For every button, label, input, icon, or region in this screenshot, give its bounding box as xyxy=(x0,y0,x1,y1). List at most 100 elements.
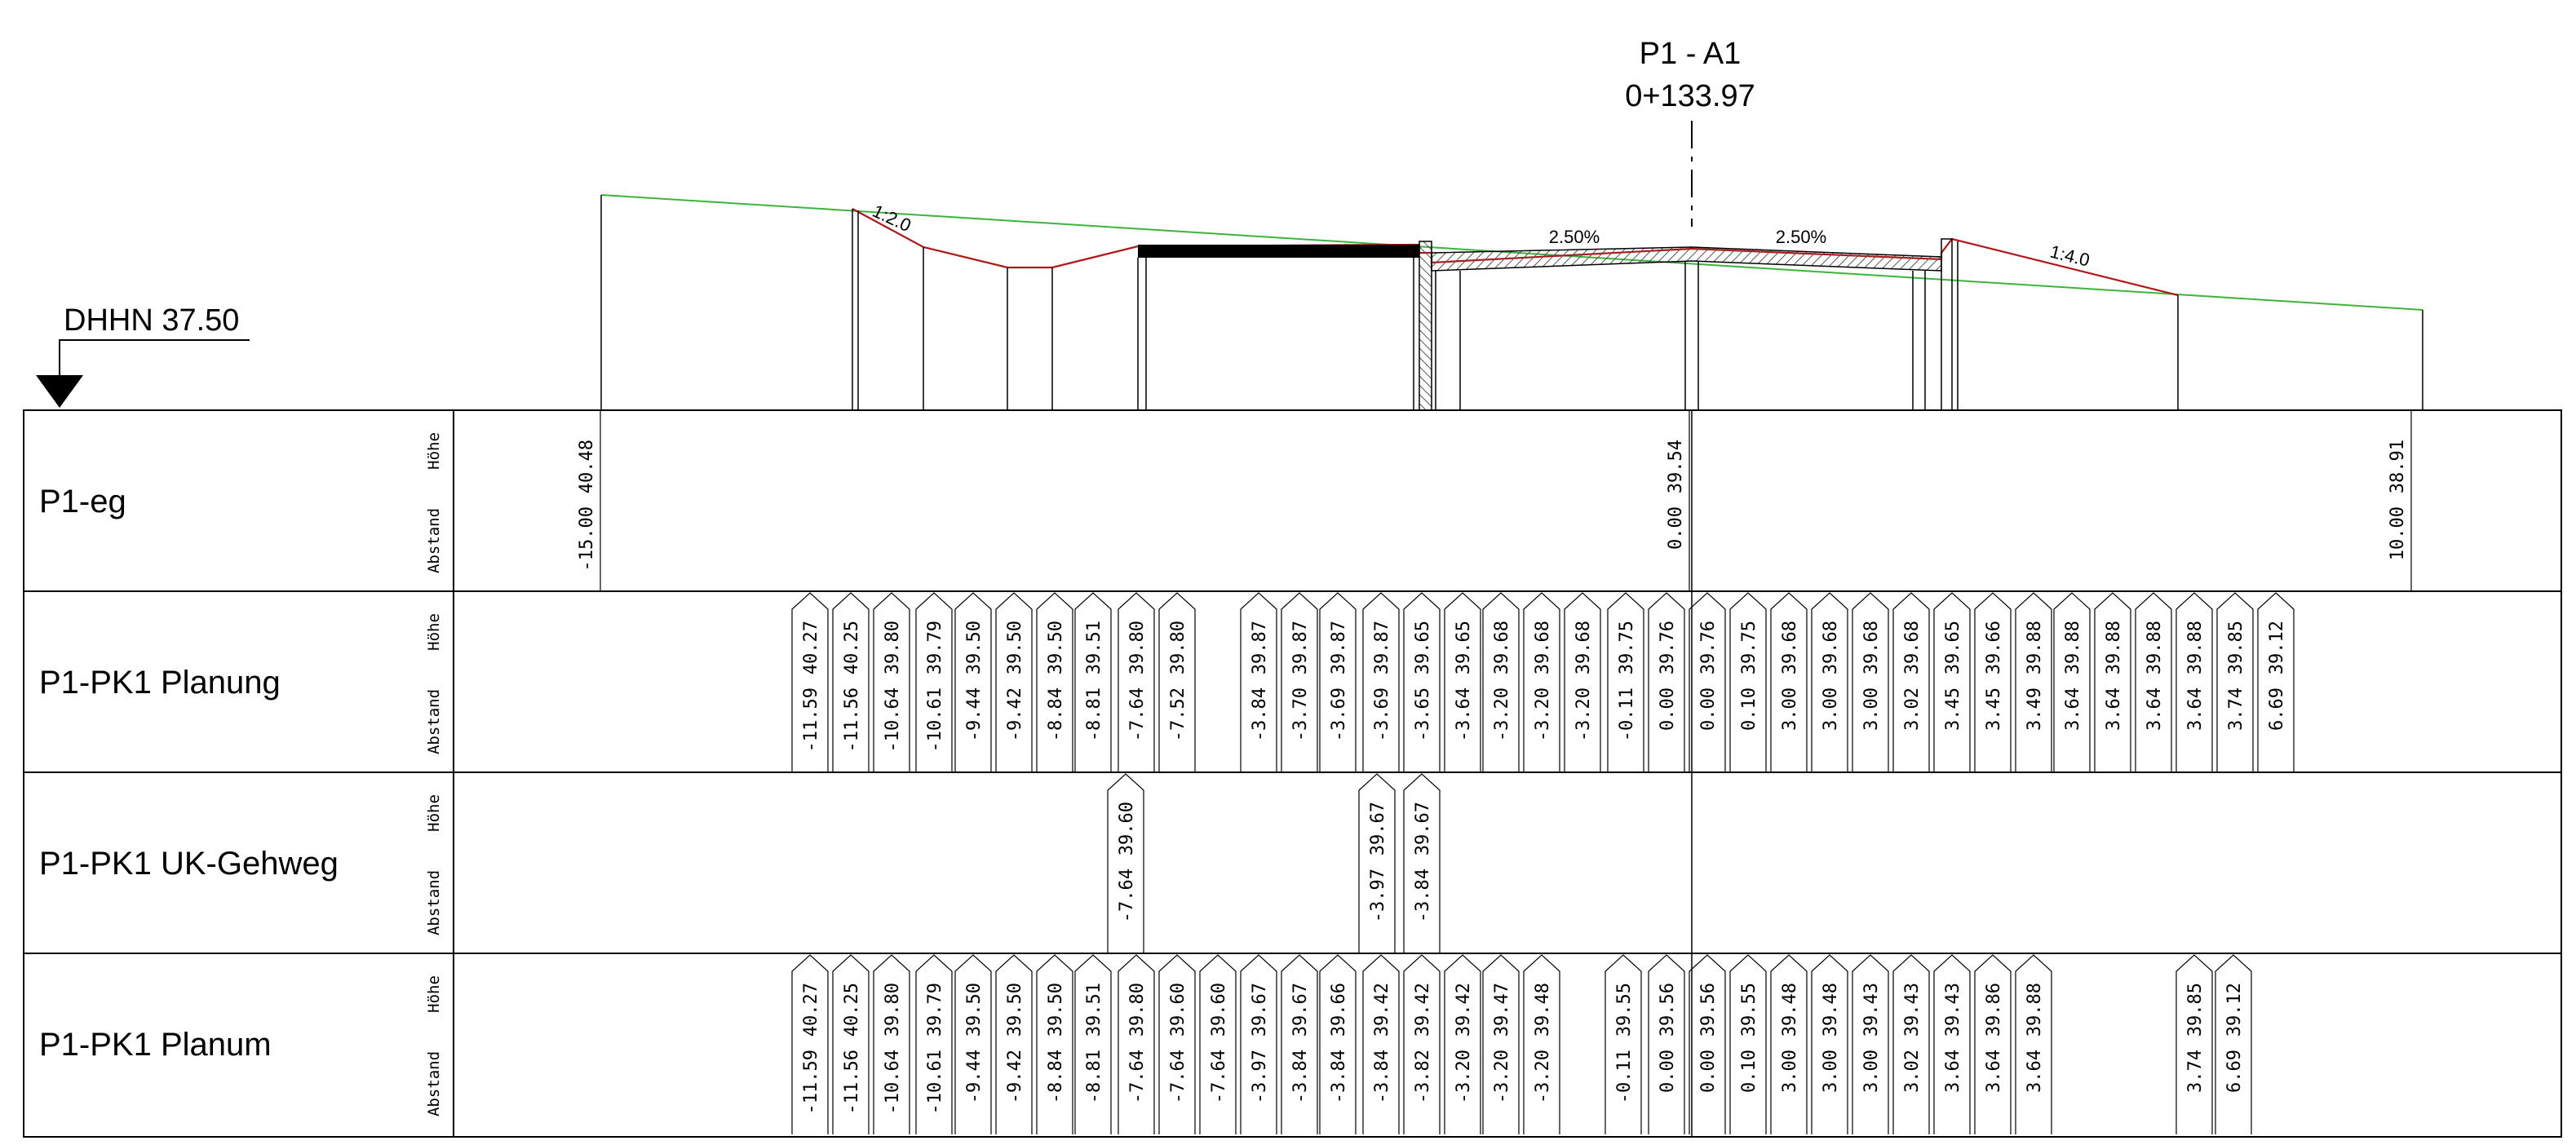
band-value-pair: 39.51 -8.81 xyxy=(1074,954,1112,1134)
distance-value: 3.02 xyxy=(1902,1050,1923,1093)
height-value: 39.50 xyxy=(1005,983,1025,1037)
datum-triangle-icon xyxy=(36,375,83,408)
leader-box xyxy=(1770,954,1808,1134)
leader-box xyxy=(1648,954,1685,1134)
band-value-pair: 39.50 -9.42 xyxy=(995,954,1033,1134)
height-value: 39.68 xyxy=(1902,621,1923,674)
distance-value: -3.82 xyxy=(1413,1050,1433,1103)
height-value: 40.25 xyxy=(842,621,862,674)
height-value: 39.68 xyxy=(1492,621,1512,674)
left-curb xyxy=(1419,241,1432,411)
height-value: 39.87 xyxy=(1372,621,1392,674)
slope-label-right: 1:4.0 xyxy=(2048,241,2092,271)
data-band-table xyxy=(23,409,2562,1138)
band-value-pair: 40.25 -11.56 xyxy=(832,954,870,1134)
height-value: 39.88 xyxy=(2025,621,2045,674)
height-value: 39.48 xyxy=(1780,983,1800,1037)
distance-value: -3.70 xyxy=(1290,687,1311,741)
distance-value: -3.64 xyxy=(1454,687,1474,741)
band-value-pair: 39.87 -3.84 xyxy=(1240,592,1277,772)
distance-value: -3.84 xyxy=(1413,869,1433,922)
height-value: 39.67 xyxy=(1290,983,1311,1037)
leader-box xyxy=(1158,954,1196,1134)
leader-box xyxy=(1118,592,1155,772)
band-value-pair: 39.65 -3.64 xyxy=(1444,592,1481,772)
band-value-pair: 39.67 -3.97 xyxy=(1240,954,1277,1134)
leader-box xyxy=(2215,954,2252,1134)
band-value-pair: 39.80 -7.52 xyxy=(1158,592,1196,772)
distance-value: -10.64 xyxy=(883,687,903,752)
distance-value: 3.64 xyxy=(2063,687,2083,731)
height-value: 39.60 xyxy=(1209,983,1229,1037)
leader-box xyxy=(1648,592,1685,772)
band-height-label: Höhe xyxy=(425,794,443,832)
band-value-pair: 39.68 3.00 xyxy=(1811,592,1848,772)
height-value: 39.50 xyxy=(1046,621,1066,674)
height-value: 39.75 xyxy=(1739,621,1759,674)
distance-value: 3.45 xyxy=(1943,687,1963,731)
leader-box xyxy=(1689,592,1726,772)
distance-value: 3.02 xyxy=(1902,687,1923,731)
height-value: 39.68 xyxy=(1821,621,1841,674)
distance-value: -7.52 xyxy=(1168,687,1188,741)
height-value: 39.12 xyxy=(2267,621,2287,674)
band-height-label: Höhe xyxy=(425,613,443,651)
height-value: 39.51 xyxy=(1084,621,1104,674)
band-value-pair: 39.48 3.00 xyxy=(1811,954,1848,1134)
height-value: 39.68 xyxy=(1861,621,1882,674)
leader-box xyxy=(1240,954,1277,1134)
band-value-pair: 39.85 3.74 xyxy=(2175,954,2213,1134)
leader-box xyxy=(1107,773,1144,953)
band-value-pair: 40.27 -11.59 xyxy=(791,954,829,1134)
band-value-pair: 39.88 3.49 xyxy=(2015,592,2052,772)
distance-value: -0.11 xyxy=(1617,687,1637,741)
leader-box xyxy=(1523,954,1560,1134)
leader-box xyxy=(1281,954,1318,1134)
band-value-pair: 39.56 0.00 xyxy=(1648,954,1685,1134)
band-value-pair: 39.60 -7.64 xyxy=(1158,954,1196,1134)
height-value: 39.68 xyxy=(1573,621,1594,674)
distance-value: -3.20 xyxy=(1492,1050,1512,1103)
distance-value: -3.20 xyxy=(1533,687,1553,741)
height-value: 39.76 xyxy=(1698,621,1719,674)
station-name: P1 - A1 xyxy=(1640,37,1742,71)
distance-value: -3.20 xyxy=(1492,687,1512,741)
distance-value: -7.64 xyxy=(1168,1050,1188,1103)
height-value: 38.91 xyxy=(2388,440,2408,493)
band-row: P1-PK1 Planum Höhe Abstand 40.27 -11.59 40.25… xyxy=(39,954,2252,1134)
height-value: 39.80 xyxy=(1127,621,1148,674)
band-value-pair: 39.54 0.00 xyxy=(1666,410,1690,591)
leader-box xyxy=(1403,592,1441,772)
height-value: 39.51 xyxy=(1084,983,1104,1037)
band-value-pair: 39.75 0.10 xyxy=(1729,592,1767,772)
sidewalk-slab xyxy=(1138,245,1419,258)
height-value: 39.79 xyxy=(925,621,945,674)
band-value-pair: 39.55 0.10 xyxy=(1729,954,1767,1134)
height-value: 39.79 xyxy=(925,983,945,1037)
height-value: 39.50 xyxy=(1046,983,1066,1037)
leader-box xyxy=(1974,592,2012,772)
height-value: 39.65 xyxy=(1454,621,1474,674)
distance-value: -3.69 xyxy=(1329,687,1349,741)
leader-box xyxy=(1158,592,1196,772)
band-value-pair: 39.80 -10.64 xyxy=(873,954,910,1134)
distance-value: -9.42 xyxy=(1005,1050,1025,1103)
distance-value: 3.00 xyxy=(1821,687,1841,731)
band-value-pair: 39.50 -8.84 xyxy=(1036,954,1073,1134)
band-row: P1-PK1 UK-GehwegHöheAbstand39.60-7.6439.… xyxy=(39,773,1441,953)
leader-box xyxy=(2015,592,2052,772)
distance-value: 3.64 xyxy=(2025,1050,2045,1093)
band-value-pair: 39.68 3.00 xyxy=(1770,592,1808,772)
distance-value: 3.00 xyxy=(1780,687,1800,731)
distance-value: 3.64 xyxy=(1943,1050,1963,1093)
leader-box xyxy=(873,592,910,772)
height-value: 39.66 xyxy=(1329,983,1349,1037)
leader-box xyxy=(1729,592,1767,772)
leader-box xyxy=(2094,592,2131,772)
band-value-pair: 39.68 3.02 xyxy=(1892,592,1930,772)
band-value-pair: 39.50 -9.44 xyxy=(954,954,992,1134)
leader-box xyxy=(915,592,953,772)
band-value-pair: 40.27 -11.59 xyxy=(791,592,829,772)
distance-value: -8.81 xyxy=(1084,1050,1104,1103)
distance-value: 3.00 xyxy=(1861,1050,1882,1093)
